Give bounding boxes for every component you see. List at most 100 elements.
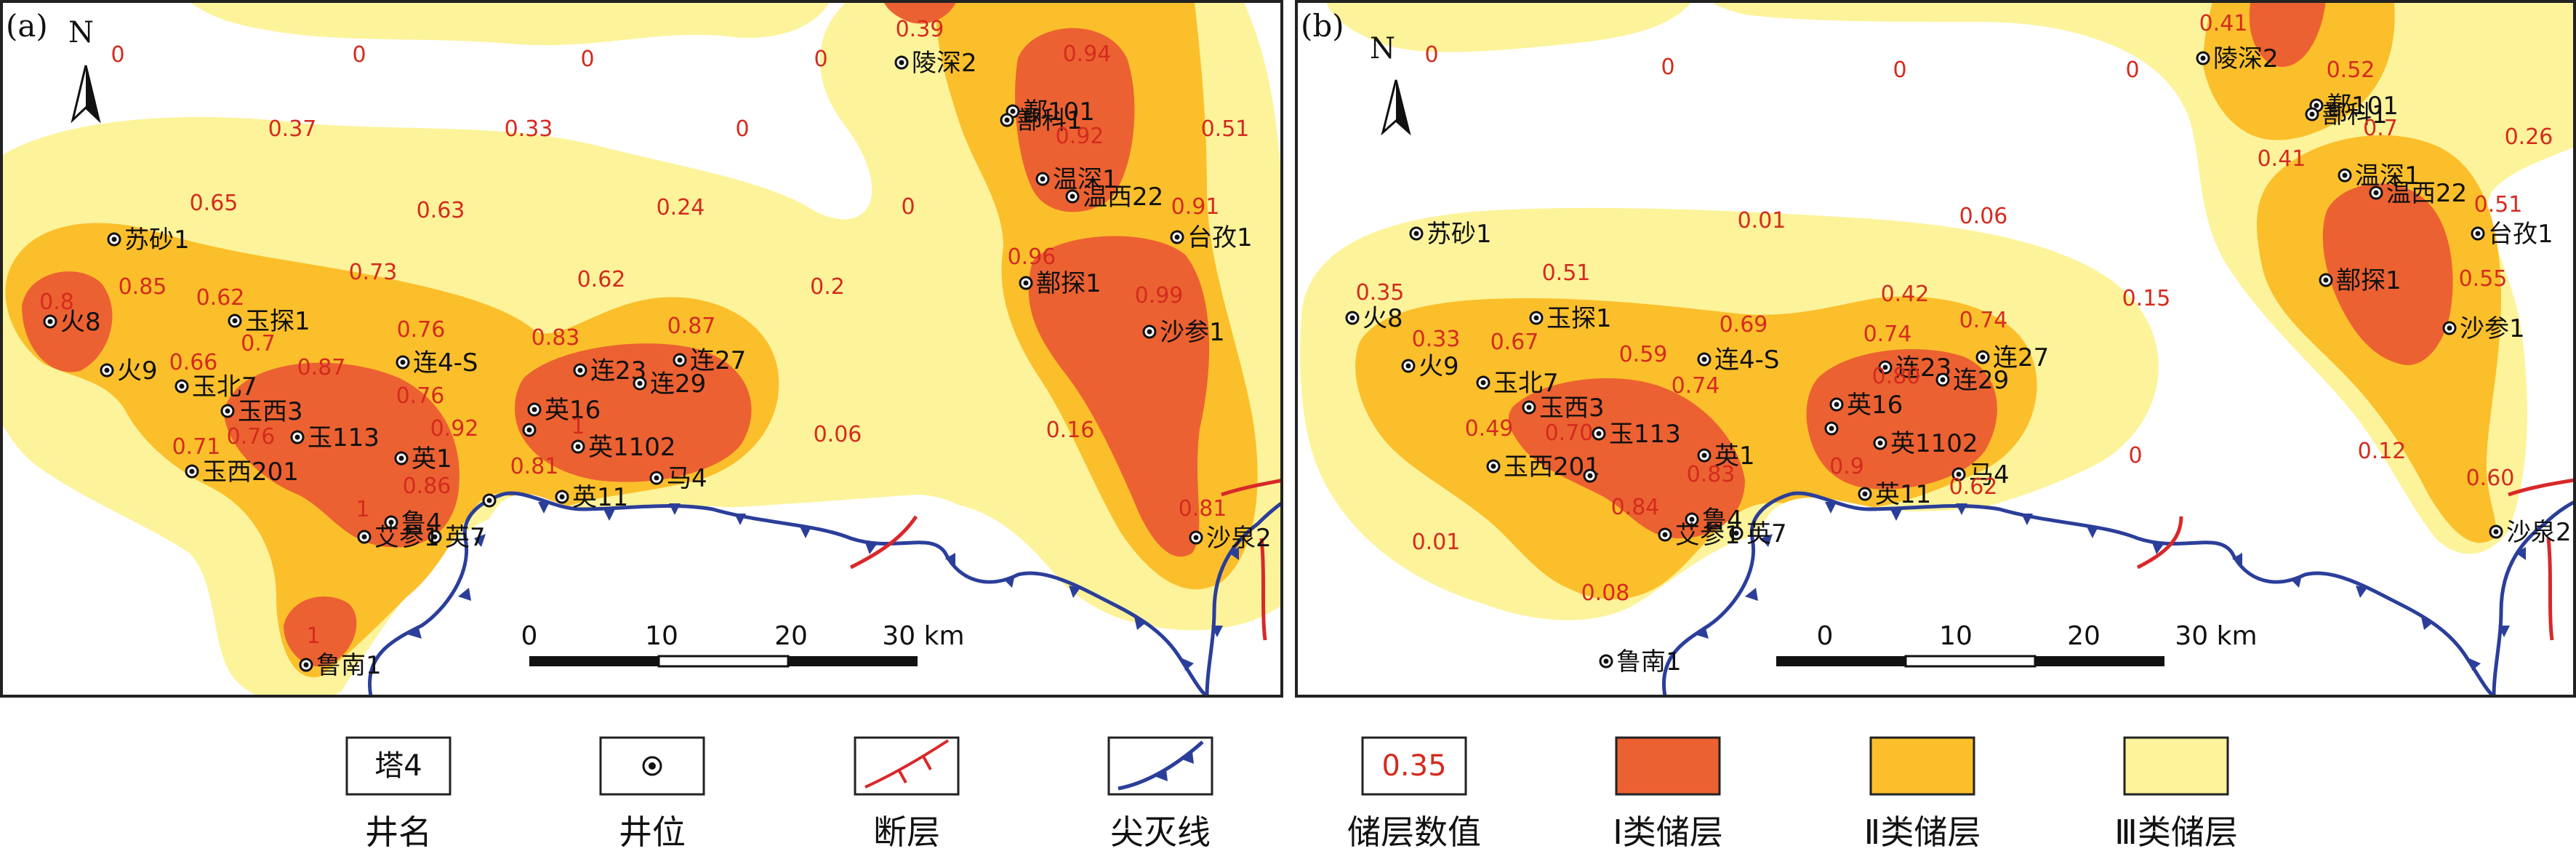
well-name-label: 艾参1 [1675, 521, 1741, 550]
well-marker: 玉探1 [228, 307, 310, 336]
reservoir-value-label: 0 [111, 42, 124, 68]
reservoir-value-label: 0.41 [2199, 11, 2248, 36]
well-name-label: 鲁南1 [316, 651, 382, 680]
well-center-icon [2475, 231, 2481, 236]
well-name-label: 玉113 [1609, 420, 1681, 449]
reservoir-value-label: 0.94 [1063, 41, 1112, 67]
well-name-label: 沙泉2 [2506, 518, 2572, 547]
panel-b-class3-zone-top [1325, 1, 1692, 52]
legend-item-value: 0.35 [1361, 736, 1467, 796]
panel-b-fault-1 [2136, 516, 2183, 570]
panel-a-fault-3 [1259, 538, 1267, 641]
legend-item-class3 [2123, 736, 2229, 796]
well-center-icon [1940, 377, 1946, 383]
legend-label-value: 储层数值 [1347, 813, 1481, 852]
reservoir-value-label: 0 [1661, 55, 1674, 80]
well-center-icon [1882, 364, 1888, 370]
well-name-label: 英16 [545, 396, 601, 425]
well-name-label: 火9 [117, 356, 158, 386]
reservoir-value-label: 0.81 [510, 454, 559, 479]
panel-b-pinchout-line [1662, 491, 2495, 696]
fault-icon [864, 739, 950, 789]
well-marker: 温深1 [1035, 165, 1118, 194]
legend-item-class1 [1615, 736, 1721, 796]
well-center-icon [225, 408, 230, 414]
legend-item-class2 [1869, 736, 1975, 796]
well-name-label: 沙参1 [2460, 314, 2525, 343]
well-name-label: 连4-S [413, 348, 478, 378]
well-marker [1583, 468, 1597, 483]
panel-b-values: 0.41 0.52 0.26 0 0 0 0 0.7 0.41 0.01 0.06 0.51 0.55 0… [1356, 11, 2553, 606]
well-center-icon [1526, 404, 1532, 410]
well-marker: 台孜1 [2471, 220, 2553, 249]
well-name-label: 英7 [445, 523, 486, 552]
reservoir-value-label: 0 [2128, 443, 2142, 468]
panel-b-scale-bar: 0 10 20 30 km [1776, 621, 2258, 668]
reservoir-value-label: 0.51 [1201, 116, 1250, 142]
well-name-label: 苏砂1 [124, 226, 190, 255]
panel-a-fault-2 [1221, 478, 1282, 497]
pinchout-tick-icon [1182, 752, 1194, 764]
well-marker: 英1 [1697, 442, 1755, 471]
reservoir-value-label: 0.51 [2474, 192, 2523, 218]
well-marker: 苏砂1 [1409, 220, 1492, 249]
well-marker: 沙泉2 [1189, 524, 1272, 553]
well-center-icon [1004, 117, 1010, 123]
well-center-icon [2447, 325, 2452, 331]
panel-b-class1-zone-4 [2322, 183, 2453, 365]
well-name-label: 英11 [1875, 480, 1931, 509]
well-marker: 英16 [527, 396, 601, 425]
reservoir-value-label: 0.16 [1046, 418, 1095, 443]
legend-label-class2: Ⅱ类储层 [1863, 813, 1981, 852]
reservoir-value-label: 0.24 [657, 195, 705, 220]
well-name-label: 鄯101 [1023, 97, 1095, 127]
well-marker: 鄯科1 [1000, 106, 1083, 135]
well-marker: 温西22 [2369, 179, 2467, 208]
panel-a-pinchout-ticks [407, 502, 1239, 671]
well-center-icon [2309, 111, 2315, 117]
panel-b-north-arrow: N [1370, 32, 1411, 136]
well-name-label: 连29 [1953, 366, 2009, 395]
well-name-label: 鲁南1 [1616, 647, 1682, 677]
well-center-icon [2200, 55, 2206, 61]
well-marker: 沙参1 [2442, 314, 2525, 343]
reservoir-value-label: 0.76 [396, 383, 445, 409]
reservoir-value-label: 0.49 [1465, 416, 1514, 442]
well-center-icon [559, 494, 565, 500]
scale-segment-1 [529, 656, 659, 666]
well-center-icon [111, 236, 117, 242]
well-center-icon [575, 444, 581, 450]
legend-label-well: 井位 [619, 813, 686, 852]
well-name-label: 连29 [650, 370, 706, 399]
legend-label-fault: 断层 [873, 813, 940, 852]
well-name-label: 火8 [60, 308, 101, 337]
well-center-icon [1877, 440, 1883, 446]
well-marker: 英1 [394, 444, 452, 474]
well-center-icon [2314, 103, 2319, 108]
well-marker [1824, 421, 1839, 436]
well-marker: 玉西3 [220, 397, 303, 426]
well-marker: 连4-S [396, 348, 478, 378]
reservoir-value-label: 1 [571, 414, 585, 439]
well-center-icon [1603, 658, 1609, 664]
well-marker: 苏砂1 [107, 226, 190, 255]
legend-item-well-name: 塔4 [345, 736, 452, 796]
panel-a: (a) N 0 10 20 30 km 陵深2鄯101鄯科1温深1温西22台孜1… [0, 0, 1283, 698]
well-marker: 连29 [1935, 366, 2009, 395]
scale-segment-1 [1776, 656, 1906, 666]
well-marker: 鄯101 [2309, 92, 2399, 121]
well-center-icon [577, 367, 583, 373]
well-marker: 玉113 [290, 423, 380, 452]
legend-item-pinchout [1107, 736, 1213, 796]
well-name-label: 温西22 [2386, 179, 2467, 208]
legend-label-pinchout: 尖灭线 [1110, 813, 1211, 852]
reservoir-value-label: 0.87 [297, 355, 346, 380]
well-name-label: 英1 [412, 444, 452, 474]
well-center-icon [1490, 463, 1496, 469]
panel-b-pinchout-ticks [1694, 502, 2526, 671]
well-marker: 陵深2 [2196, 44, 2279, 73]
reservoir-value-label: 0.92 [430, 416, 479, 442]
reservoir-value-label: 0.15 [2122, 286, 2171, 311]
well-name-label: 沙泉2 [1206, 524, 1272, 553]
